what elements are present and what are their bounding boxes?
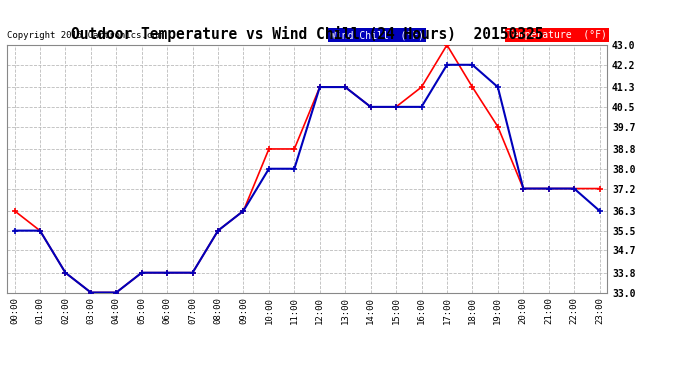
Text: Wind Chill  (°F): Wind Chill (°F) [330, 30, 424, 40]
Text: Copyright 2015 Cartronics.com: Copyright 2015 Cartronics.com [7, 31, 163, 40]
Text: Temperature  (°F): Temperature (°F) [507, 30, 607, 40]
Title: Outdoor Temperature vs Wind Chill (24 Hours)  20150325: Outdoor Temperature vs Wind Chill (24 Ho… [71, 27, 543, 42]
